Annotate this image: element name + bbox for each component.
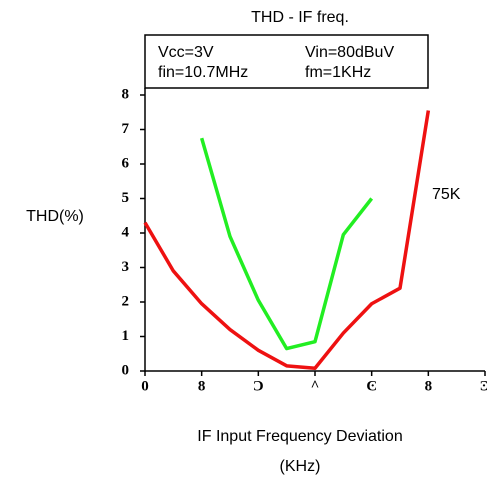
condition: fm=1KHz <box>305 64 371 81</box>
y-tick-label: 5 <box>122 190 130 206</box>
annotation: 75K <box>432 186 461 203</box>
y-axis-label: THD(%) <box>26 208 84 225</box>
x-axis-label: (KHz) <box>280 458 321 475</box>
x-tick-label: ^ <box>311 378 320 394</box>
condition: Vin=80dBuV <box>305 44 394 61</box>
x-tick-label: Ͻ <box>253 378 264 394</box>
x-tick-label: Ͽ <box>480 378 487 394</box>
chart-title: THD - IF freq. <box>251 9 349 26</box>
condition: fin=10.7MHz <box>158 64 248 81</box>
condition: Vcc=3V <box>158 44 214 61</box>
series-line <box>143 110 431 370</box>
y-tick-label: 6 <box>122 155 130 171</box>
y-tick-label: 2 <box>122 293 130 309</box>
series-line <box>199 137 374 351</box>
y-tick-label: 4 <box>122 224 130 240</box>
x-tick-label: 0 <box>141 378 149 394</box>
conditions-box <box>144 34 429 89</box>
y-tick-label: 8 <box>122 86 130 102</box>
y-tick-label: 0 <box>122 362 130 378</box>
x-axis-label: IF Input Frequency Deviation <box>197 428 402 445</box>
y-tick-label: 3 <box>122 259 130 275</box>
x-tick-label: 8 <box>198 378 206 394</box>
x-tick-label: Ͼ <box>366 378 377 394</box>
y-tick-label: 1 <box>122 328 130 344</box>
x-tick-label: 8 <box>425 378 433 394</box>
y-tick-label: 7 <box>122 121 130 137</box>
